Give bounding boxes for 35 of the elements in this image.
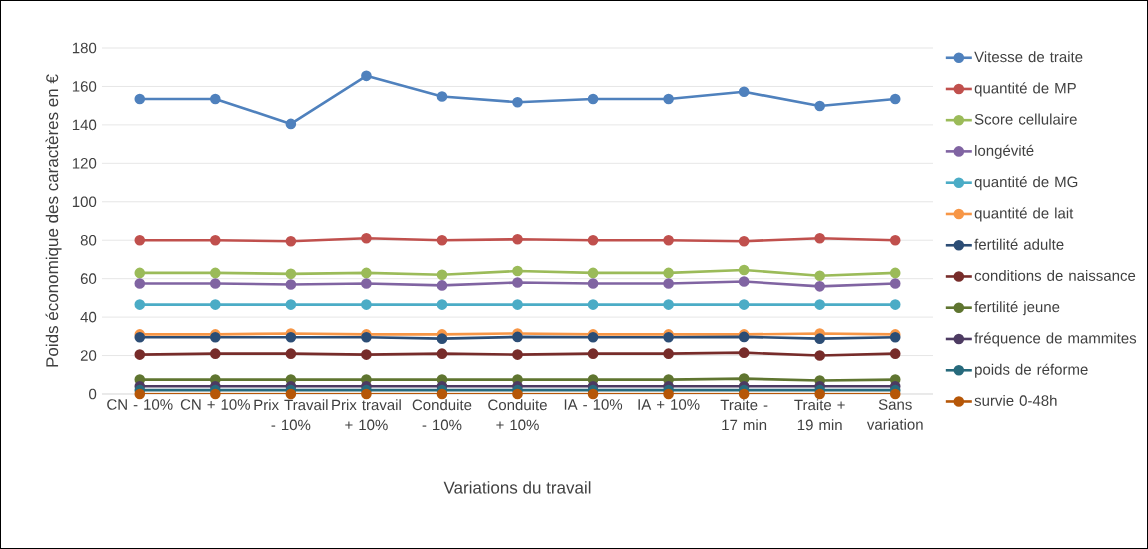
y-tick-label: 0 <box>89 388 97 400</box>
legend-label: poids de réforme <box>975 363 1088 378</box>
legend-label: Score cellulaire <box>974 113 1077 125</box>
legend-label: quantité de MP <box>974 82 1076 97</box>
legend-label: Vitesse de traite <box>974 51 1083 63</box>
x-tick-label: Conduite - 10% <box>412 399 472 431</box>
x-tick-label: CN - 10% <box>107 399 173 410</box>
y-axis-title: Poids économique des caractères en € <box>45 74 62 367</box>
y-tick-label: 140 <box>72 119 97 131</box>
legend-label: conditions de naissance <box>974 269 1136 281</box>
y-tick-label: 40 <box>80 311 97 323</box>
legend-label: fertilité jeune <box>974 301 1060 316</box>
x-tick-label: IA - 10% <box>564 399 623 410</box>
y-tick-label: 60 <box>80 273 97 284</box>
x-tick-label: Traite + 19 min <box>794 399 845 431</box>
x-tick-label: Conduite + 10% <box>488 399 547 431</box>
x-tick-label: CN + 10% <box>180 399 250 410</box>
y-tick-label: 100 <box>72 196 97 208</box>
x-axis-title: Variations du travail <box>443 481 591 494</box>
x-tick-label: Traite - 17 min <box>720 399 768 431</box>
legend-label: quantité de lait <box>974 207 1074 222</box>
y-tick-label: 80 <box>80 234 97 246</box>
x-tick-label: IA + 10% <box>638 399 700 410</box>
x-tick-label: Prix Travail - 10% <box>254 399 328 431</box>
legend-label: fertilité adulte <box>974 238 1064 250</box>
legend-label: fréquence de mammites <box>974 332 1137 347</box>
y-tick-label: 180 <box>72 42 97 54</box>
y-tick-label: 120 <box>72 158 97 169</box>
x-tick-label: Prix travail + 10% <box>332 399 401 431</box>
y-tick-label: 160 <box>72 81 97 92</box>
y-tick-label: 20 <box>80 350 97 361</box>
x-tick-label: Sans variation <box>866 399 923 430</box>
legend-label: quantité de MG <box>974 176 1078 191</box>
legend-label: survie 0-48h <box>974 394 1057 406</box>
legend-label: longévité <box>975 144 1034 159</box>
